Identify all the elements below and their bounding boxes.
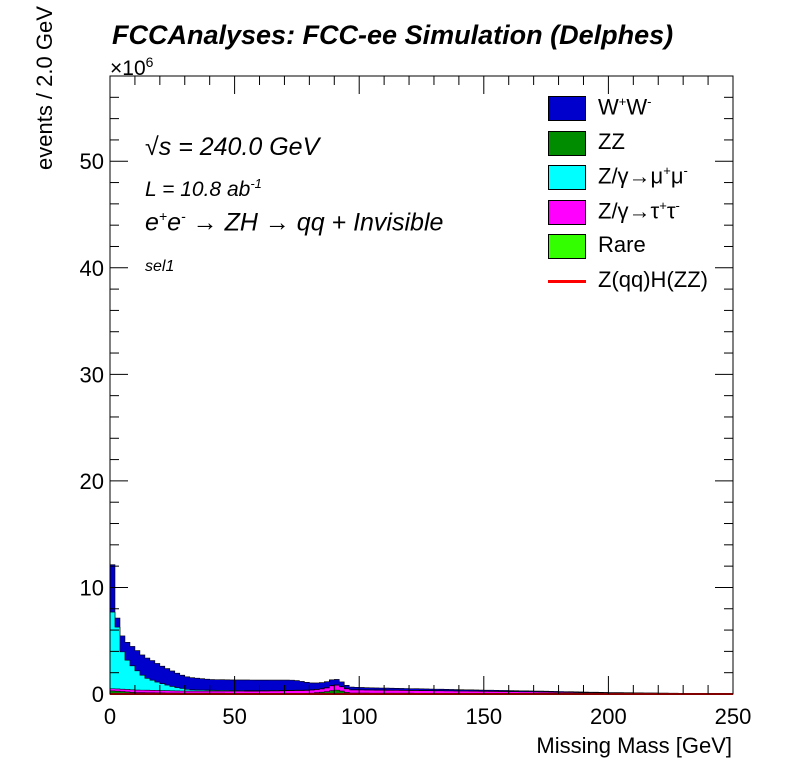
process-e1: e bbox=[145, 208, 159, 237]
process-e2: e bbox=[167, 208, 181, 237]
y-multiplier-label: ×10 bbox=[110, 57, 146, 80]
y-multiplier-exp: 6 bbox=[145, 54, 154, 70]
process-rest: → ZH → qq + Invisible bbox=[192, 208, 444, 237]
process-annotation: e+e- → ZH → qq + Invisible bbox=[145, 208, 443, 237]
plot-area bbox=[110, 76, 733, 694]
x-tick-label: 100 bbox=[341, 704, 378, 729]
lumi-exp: -1 bbox=[250, 176, 262, 191]
legend-swatch-zz bbox=[548, 130, 586, 156]
legend-entry-signal: Z(qq)H(ZZ) bbox=[548, 265, 738, 300]
selection-annotation: sel1 bbox=[145, 258, 175, 275]
legend-swatch-zmumu bbox=[548, 165, 586, 190]
legend-swatch-ztautau bbox=[548, 199, 586, 225]
legend-swatch-ww bbox=[548, 96, 586, 121]
x-tick-label: 150 bbox=[465, 704, 502, 729]
y-tick-label: 0 bbox=[92, 682, 104, 707]
chart-title: FCCAnalyses: FCC-ee Simulation (Delphes) bbox=[112, 20, 674, 50]
legend-entry-rare: Rare bbox=[548, 230, 738, 265]
x-axis-label: Missing Mass [GeV] bbox=[536, 733, 732, 758]
x-tick-label: 200 bbox=[590, 704, 627, 729]
legend-entry-ww: W+W- bbox=[548, 92, 738, 127]
axes: 0 50 100 150 200 250 0 10 20 30 40 50 bbox=[80, 75, 752, 729]
legend-label-ztautau: Z/γ→τ+τ- bbox=[598, 197, 680, 223]
sqrt-s-annotation: √s = 240.0 GeV bbox=[145, 133, 319, 162]
sqrt-s-value: = 240.0 GeV bbox=[178, 133, 320, 161]
y-tick-label: 50 bbox=[80, 149, 104, 174]
legend: W+W- ZZ Z/γ→μ+μ- Z/γ→τ+τ- Rare Z(qq)H(ZZ… bbox=[548, 92, 738, 299]
lumi-prefix: L = 10.8 ab bbox=[145, 178, 251, 201]
y-multiplier: ×106 bbox=[110, 54, 153, 81]
x-tick-label: 50 bbox=[222, 704, 246, 729]
y-tick-label: 20 bbox=[80, 469, 104, 494]
legend-label-rare: Rare bbox=[598, 232, 646, 257]
y-tick-label: 10 bbox=[80, 575, 104, 600]
plot-frame bbox=[109, 75, 734, 695]
luminosity-annotation: L = 10.8 ab-1 bbox=[145, 176, 262, 202]
y-axis-label: events / 2.0 GeV bbox=[32, 6, 57, 170]
y-tick-label: 30 bbox=[80, 362, 104, 387]
legend-entry-zmumu: Z/γ→μ+μ- bbox=[548, 161, 738, 196]
process-minus: - bbox=[181, 208, 186, 224]
legend-entry-zz: ZZ bbox=[548, 127, 738, 162]
sqrt-s-symbol: √s bbox=[145, 133, 172, 161]
y-tick-label: 40 bbox=[80, 256, 104, 281]
legend-label-ww: W+W- bbox=[598, 94, 652, 120]
x-tick-label: 250 bbox=[715, 704, 752, 729]
legend-label-zz: ZZ bbox=[598, 128, 625, 154]
legend-entry-ztautau: Z/γ→τ+τ- bbox=[548, 196, 738, 231]
x-tick-label: 0 bbox=[104, 704, 116, 729]
process-plus: + bbox=[158, 208, 168, 224]
legend-line-signal bbox=[548, 279, 586, 283]
legend-label-zmumu: Z/γ→μ+μ- bbox=[598, 163, 688, 189]
legend-label-signal: Z(qq)H(ZZ) bbox=[598, 266, 708, 292]
legend-swatch-rare bbox=[548, 234, 586, 259]
